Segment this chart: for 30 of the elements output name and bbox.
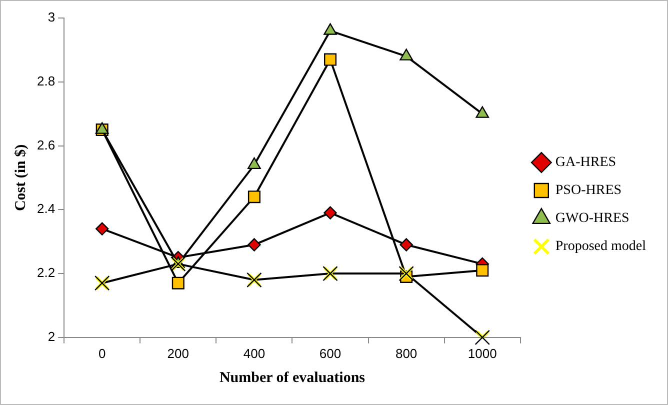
legend-label: PSO-HRES: [555, 183, 622, 198]
x-tick-label: 0: [98, 346, 106, 361]
legend-label: GWO-HRES: [555, 211, 630, 226]
point: [96, 222, 109, 236]
point: [324, 23, 337, 35]
x-tick-label: 400: [243, 346, 266, 361]
x-tick-label: 600: [319, 346, 342, 361]
legend-label: Proposed model: [555, 239, 646, 254]
point: [324, 206, 337, 220]
y-tick-label: 2.4: [36, 201, 56, 216]
point: [248, 190, 260, 204]
y-tick-label: 2: [48, 328, 56, 344]
legend-label: GA-HRES: [555, 155, 616, 170]
point: [400, 48, 413, 60]
y-tick-label: 2.6: [36, 137, 56, 152]
point: [476, 106, 490, 118]
x-tick-label: 800: [395, 346, 418, 361]
x-axis-title: Number of evaluations: [219, 370, 366, 386]
y-tick-label: 3: [48, 10, 56, 25]
point: [172, 276, 184, 290]
point: [476, 264, 489, 277]
point: [95, 122, 109, 134]
y-tick-label: 2.8: [36, 73, 56, 88]
x-tick-label: 200: [167, 346, 190, 361]
y-axis-title: Cost (in $): [12, 144, 29, 212]
point: [400, 238, 413, 252]
x-tick-label: 1000: [468, 346, 497, 361]
point: [248, 157, 261, 170]
y-tick-label: 2.2: [36, 265, 56, 280]
point: [248, 238, 261, 252]
